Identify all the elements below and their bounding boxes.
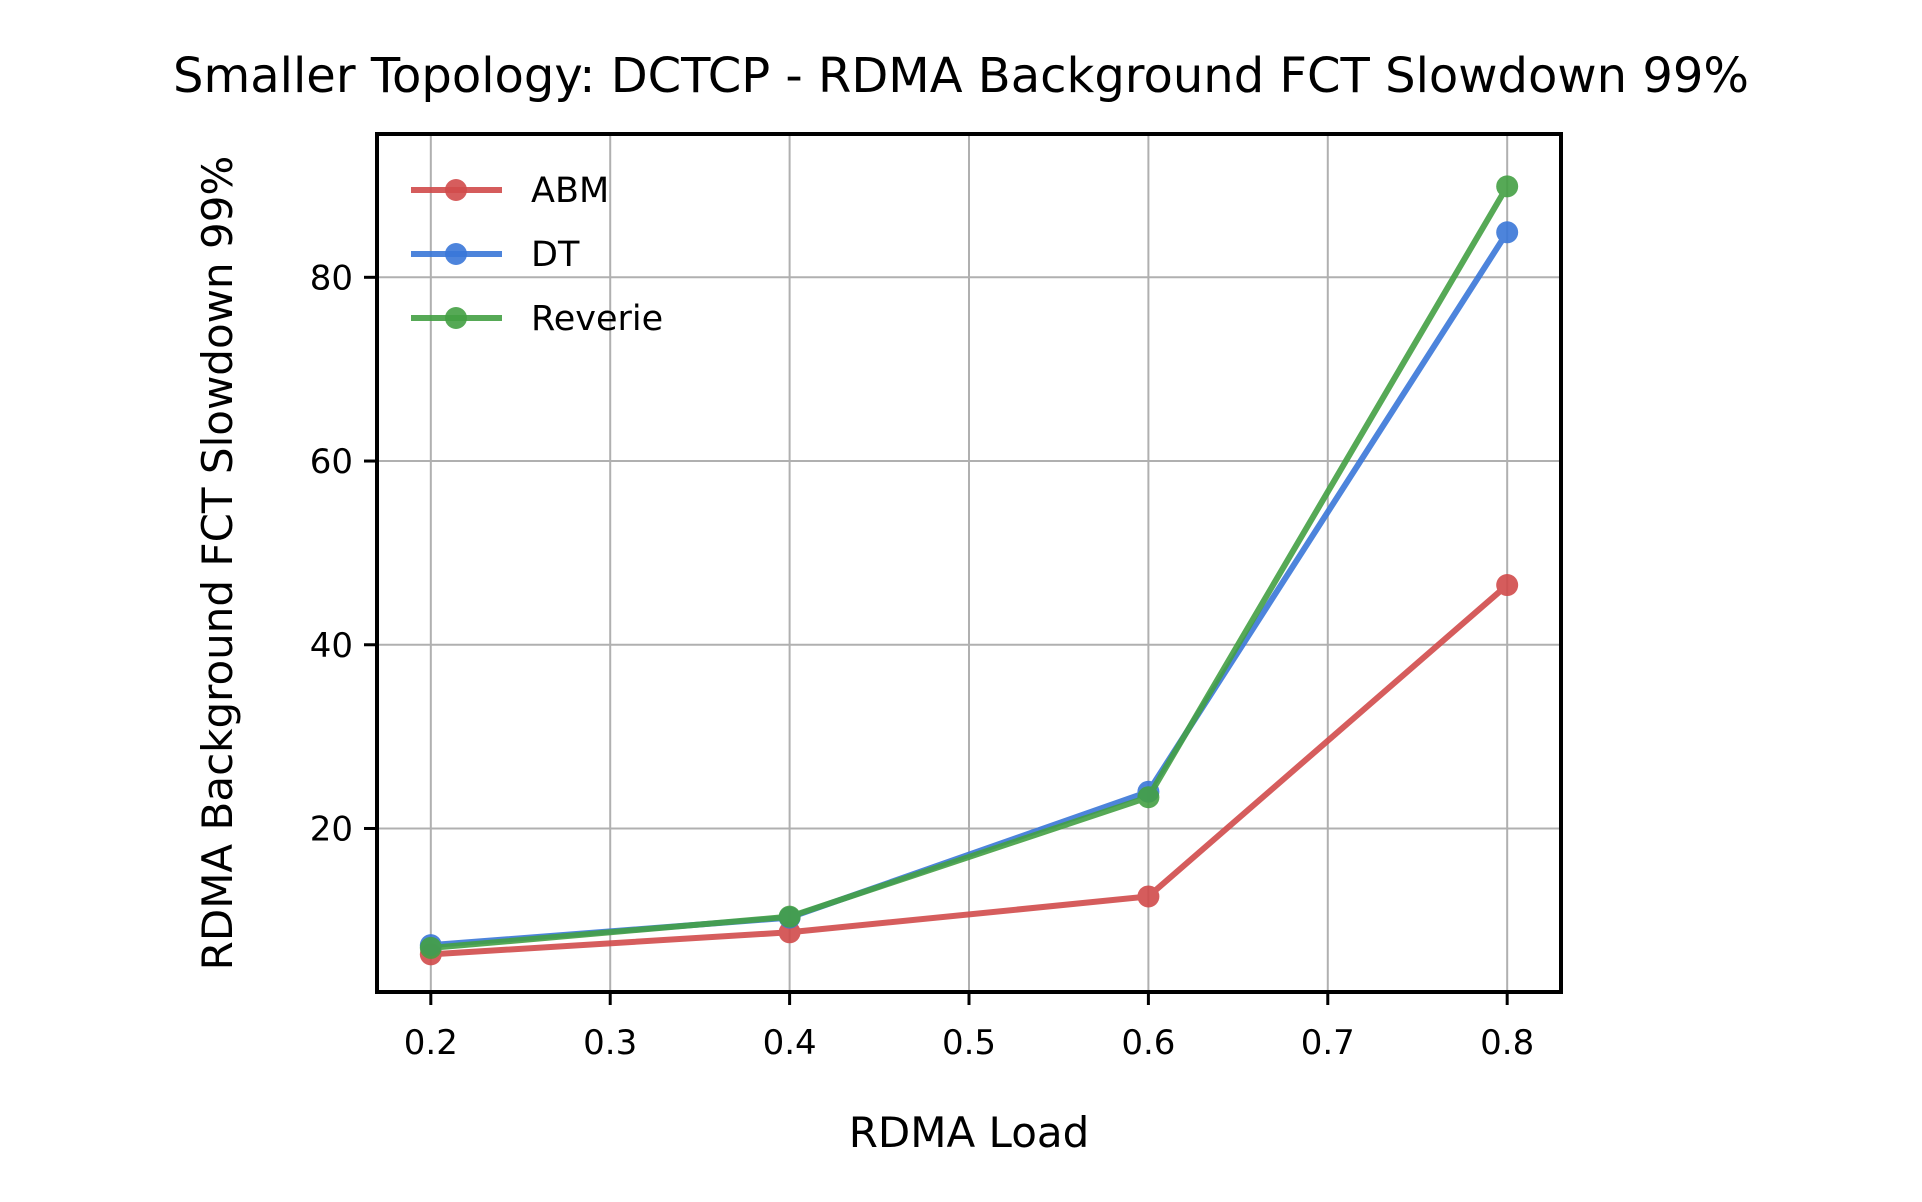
series-reverie (419, 175, 1519, 959)
data-point (1496, 574, 1519, 597)
data-point (1496, 221, 1519, 244)
data-point (778, 905, 801, 928)
legend-label: Reverie (531, 299, 663, 339)
axis-ticks: 0.2 0.3 0.4 0.5 0.6 0.7 0.8 20 40 60 80 (310, 258, 1534, 1063)
x-tick-label: 0.2 (404, 1023, 458, 1063)
x-tick-label: 0.5 (942, 1023, 996, 1063)
x-axis-label: RDMA Load (849, 1108, 1090, 1157)
legend: ABM DT Reverie (411, 171, 663, 339)
x-tick-label: 0.3 (583, 1023, 637, 1063)
x-tick-label: 0.6 (1121, 1023, 1175, 1063)
data-point (1496, 175, 1519, 198)
y-tick-label: 20 (310, 809, 353, 849)
legend-label: DT (531, 235, 580, 275)
x-tick-label: 0.4 (763, 1023, 817, 1063)
y-tick-label: 40 (310, 626, 353, 666)
series-line (430, 582, 1510, 958)
y-tick-label: 60 (310, 442, 353, 482)
legend-entry-dt: DT (411, 235, 580, 275)
chart-title: Smaller Topology: DCTCP - RDMA Backgroun… (173, 48, 1749, 104)
legend-marker (445, 307, 467, 329)
data-point (1137, 885, 1160, 908)
series-line (430, 184, 1510, 951)
legend-entry-abm: ABM (411, 171, 609, 211)
legend-marker (445, 243, 467, 265)
legend-entry-reverie: Reverie (411, 299, 663, 339)
legend-label: ABM (531, 171, 609, 211)
legend-marker (445, 179, 467, 201)
y-axis-label: RDMA Background FCT Slowdown 99% (193, 156, 242, 971)
data-point (1137, 786, 1160, 809)
data-point (419, 936, 442, 959)
x-tick-label: 0.7 (1301, 1023, 1355, 1063)
plot-series (419, 175, 1519, 966)
y-tick-label: 80 (310, 258, 353, 298)
x-tick-label: 0.8 (1480, 1023, 1534, 1063)
